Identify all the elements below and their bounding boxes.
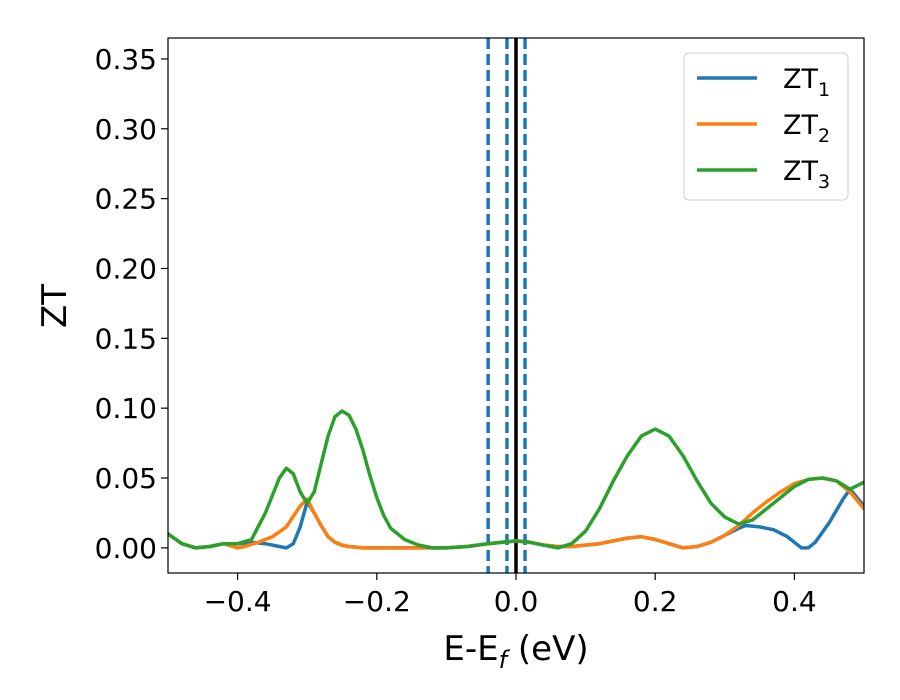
reference-lines: [486, 38, 527, 573]
y-tick-label: 0.20: [95, 252, 157, 285]
legend-label-zt2: ZT2: [783, 110, 830, 147]
y-axis: 0.00 0.05 0.10 0.15 0.20 0.25 0.30 0.35: [95, 43, 168, 565]
y-tick-label: 0.35: [95, 43, 157, 76]
series-line-zt3: [168, 409, 864, 550]
x-tick-label: −0.2: [343, 585, 411, 618]
series-lines: [168, 409, 864, 550]
legend: ZT1 ZT2 ZT3: [683, 52, 849, 201]
y-tick-label: 0.10: [95, 392, 157, 425]
x-tick-label: 0.0: [494, 585, 539, 618]
legend-label-zt3: ZT3: [783, 156, 830, 193]
y-tick-label: 0.00: [95, 532, 157, 565]
legend-box: [683, 52, 849, 201]
legend-label-zt1: ZT1: [783, 64, 830, 101]
y-axis-title: ZT: [35, 284, 75, 328]
y-tick-label: 0.15: [95, 322, 157, 355]
x-axis: −0.4 −0.2 0.0 0.2 0.4: [204, 573, 817, 618]
y-tick-label: 0.30: [95, 113, 157, 146]
x-tick-label: −0.4: [204, 585, 272, 618]
x-tick-label: 0.2: [633, 585, 678, 618]
y-tick-label: 0.25: [95, 183, 157, 216]
x-axis-title: E-Ef (eV): [443, 629, 588, 674]
y-tick-label: 0.05: [95, 462, 157, 495]
x-tick-label: 0.4: [772, 585, 817, 618]
